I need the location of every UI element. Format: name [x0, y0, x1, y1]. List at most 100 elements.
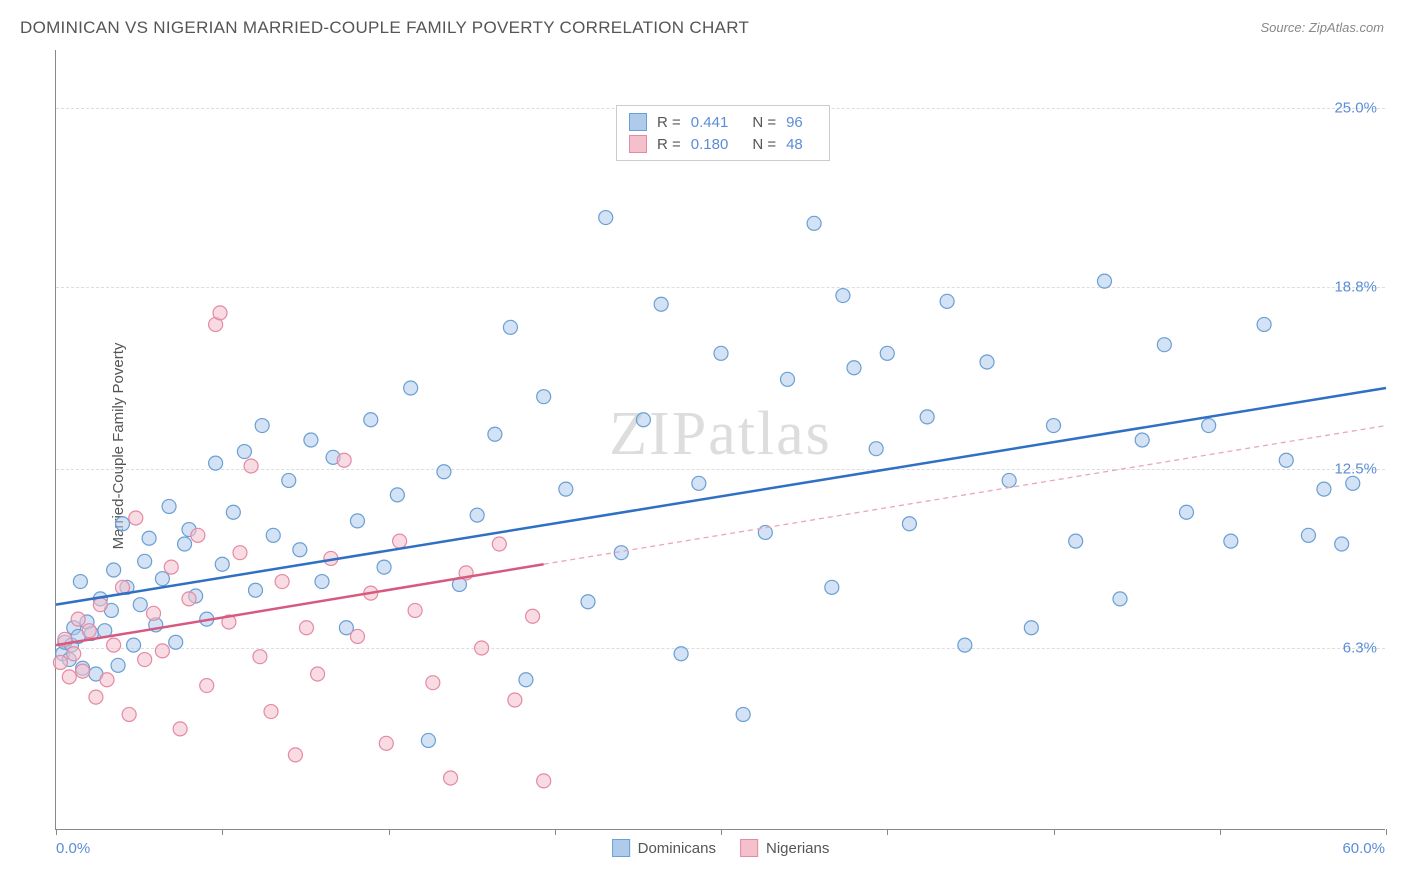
x-tick: [222, 829, 223, 835]
data-point: [1202, 419, 1216, 433]
data-point: [377, 560, 391, 574]
data-point: [847, 361, 861, 375]
data-point: [470, 508, 484, 522]
data-point: [390, 488, 404, 502]
data-point: [902, 517, 916, 531]
data-point: [116, 517, 130, 531]
data-point: [155, 644, 169, 658]
data-point: [178, 537, 192, 551]
data-point: [253, 650, 267, 664]
data-point: [142, 531, 156, 545]
legend-item-nigerians: Nigerians: [740, 839, 829, 857]
data-point: [213, 306, 227, 320]
data-point: [379, 736, 393, 750]
data-point: [337, 453, 351, 467]
data-point: [129, 511, 143, 525]
data-point: [162, 499, 176, 513]
data-point: [249, 583, 263, 597]
x-tick: [721, 829, 722, 835]
data-point: [169, 635, 183, 649]
data-point: [299, 621, 313, 635]
data-point: [62, 670, 76, 684]
data-point: [654, 297, 668, 311]
stats-row-dominicans: R = 0.441 N = 96: [629, 111, 817, 133]
data-point: [255, 419, 269, 433]
r-label-2: R =: [657, 136, 681, 153]
n-value-nigerians: 48: [786, 136, 803, 153]
data-point: [93, 598, 107, 612]
n-value-dominicans: 96: [786, 114, 803, 131]
data-point: [488, 427, 502, 441]
data-point: [89, 690, 103, 704]
data-point: [437, 465, 451, 479]
data-point: [807, 216, 821, 230]
trend-line: [56, 564, 544, 645]
data-point: [519, 673, 533, 687]
data-point: [122, 707, 136, 721]
data-point: [920, 410, 934, 424]
data-point: [508, 693, 522, 707]
data-point: [692, 476, 706, 490]
data-point: [244, 459, 258, 473]
data-point: [581, 595, 595, 609]
data-point: [164, 560, 178, 574]
x-tick: [389, 829, 390, 835]
data-point: [107, 563, 121, 577]
data-point: [1135, 433, 1149, 447]
data-point: [1002, 473, 1016, 487]
data-point: [869, 442, 883, 456]
data-point: [1257, 317, 1271, 331]
data-point: [191, 528, 205, 542]
data-point: [475, 641, 489, 655]
data-point: [836, 289, 850, 303]
x-tick: [1386, 829, 1387, 835]
data-point: [275, 575, 289, 589]
data-point: [1047, 419, 1061, 433]
plot-area: ZIPatlas 6.3%12.5%18.8%25.0% R = 0.441 N…: [55, 50, 1385, 830]
trend-line: [56, 388, 1386, 605]
r-value-nigerians: 0.180: [691, 136, 729, 153]
data-point: [237, 445, 251, 459]
data-point: [82, 624, 96, 638]
data-point: [408, 603, 422, 617]
data-point: [293, 543, 307, 557]
data-point: [282, 473, 296, 487]
data-point: [288, 748, 302, 762]
data-point: [1301, 528, 1315, 542]
legend-item-dominicans: Dominicans: [612, 839, 716, 857]
data-point: [1180, 505, 1194, 519]
source-attribution: Source: ZipAtlas.com: [1260, 20, 1384, 35]
data-point: [444, 771, 458, 785]
data-point: [53, 655, 67, 669]
data-point: [182, 592, 196, 606]
data-point: [1317, 482, 1331, 496]
data-point: [138, 653, 152, 667]
data-point: [155, 572, 169, 586]
chart-container: DOMINICAN VS NIGERIAN MARRIED-COUPLE FAM…: [0, 0, 1406, 892]
data-point: [599, 211, 613, 225]
data-point: [350, 514, 364, 528]
data-point: [880, 346, 894, 360]
data-point: [264, 705, 278, 719]
data-point: [674, 647, 688, 661]
trend-line: [544, 426, 1386, 565]
data-point: [107, 638, 121, 652]
data-point: [503, 320, 517, 334]
data-point: [173, 722, 187, 736]
data-point: [636, 413, 650, 427]
legend-swatch-dominicans-icon: [612, 839, 630, 857]
n-label-2: N =: [752, 136, 776, 153]
r-label: R =: [657, 114, 681, 131]
data-point: [1024, 621, 1038, 635]
data-point: [714, 346, 728, 360]
data-point: [1113, 592, 1127, 606]
data-point: [311, 667, 325, 681]
chart-title: DOMINICAN VS NIGERIAN MARRIED-COUPLE FAM…: [20, 18, 749, 38]
stats-row-nigerians: R = 0.180 N = 48: [629, 133, 817, 155]
data-point: [537, 390, 551, 404]
data-point: [825, 580, 839, 594]
data-point: [304, 433, 318, 447]
series-legend: Dominicans Nigerians: [612, 839, 830, 857]
data-point: [200, 679, 214, 693]
data-point: [1157, 338, 1171, 352]
